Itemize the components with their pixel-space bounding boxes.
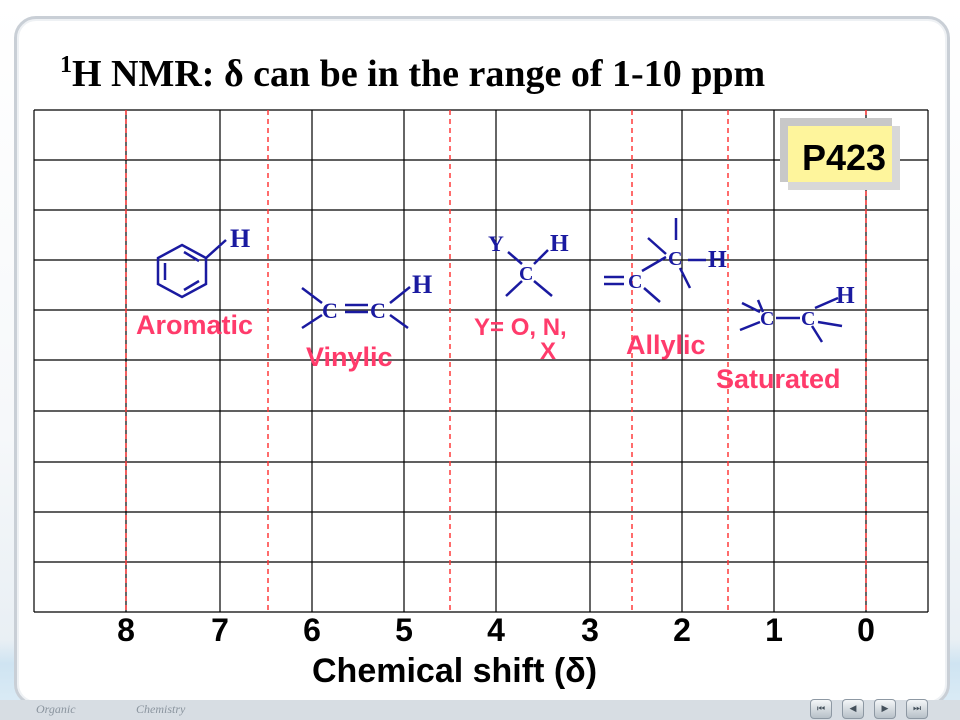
nav-next-button[interactable]: ▶ xyxy=(874,699,896,719)
saturated-bond-3 xyxy=(756,299,765,313)
aromatic-structure xyxy=(156,239,227,299)
saturated-bond-4 xyxy=(814,296,839,310)
saturated-c-atom-1: C xyxy=(760,308,774,330)
y-atom: Y xyxy=(488,231,504,256)
title-text: H NMR: δ can be in the range of 1-10 ppm xyxy=(72,53,766,95)
tick-label-1: 1 xyxy=(765,612,783,648)
saturated-bond-6 xyxy=(810,325,824,343)
saturated-bond-5 xyxy=(817,320,843,328)
aromatic-double-bond-3 xyxy=(183,250,200,263)
label-aromatic: Aromatic xyxy=(136,310,254,340)
nav-last-button[interactable]: ⏭ xyxy=(906,699,928,719)
title-superscript: 1 xyxy=(60,52,72,78)
allylic-h-atom: H xyxy=(708,247,727,273)
saturated-bond-2 xyxy=(739,320,761,332)
vinylic-h-atom: H xyxy=(412,270,432,299)
heteroatom-c-atom: C xyxy=(519,263,533,285)
c-h-bond xyxy=(533,249,549,265)
region-dividers xyxy=(125,110,867,612)
footer-chemistry: Chemistry xyxy=(136,702,186,716)
x-axis-label: Chemical shift (δ) xyxy=(312,652,598,690)
vinylic-bond-lr xyxy=(389,313,409,330)
label-y-line2: X xyxy=(540,338,557,365)
tick-label-2: 2 xyxy=(673,612,691,648)
tick-label-5: 5 xyxy=(395,612,413,648)
tick-label-8: 8 xyxy=(117,612,135,648)
aromatic-double-bond-2 xyxy=(183,279,200,292)
heteroatom-h-atom: H xyxy=(550,231,569,257)
c-bond-lower-right xyxy=(533,280,553,297)
vinylic-c-atom-2: C xyxy=(370,298,386,323)
vinylic-bond-ll xyxy=(301,313,323,330)
saturated-structure xyxy=(739,296,843,343)
label-vinylic: Vinylic xyxy=(306,342,393,372)
aromatic-c-h-bond xyxy=(205,239,227,259)
tick-label-0: 0 xyxy=(857,612,875,648)
tick-label-3: 3 xyxy=(581,612,599,648)
nav-first-button[interactable]: ⏮ xyxy=(810,699,832,719)
allylic-c-atom-1: C xyxy=(628,271,642,293)
saturated-bond-1 xyxy=(741,301,761,314)
footer-bar xyxy=(0,700,960,720)
label-saturated: Saturated xyxy=(716,364,841,394)
nav-prev-button[interactable]: ◀ xyxy=(842,699,864,719)
saturated-h-atom: H xyxy=(836,283,855,309)
page-ref-badge: P423 xyxy=(788,126,900,190)
aromatic-h-atom: H xyxy=(230,224,250,253)
tick-label-7: 7 xyxy=(211,612,229,648)
allylic-structure xyxy=(604,218,706,303)
y-c-bond xyxy=(507,251,523,265)
label-y-line1: Y= O, N, xyxy=(474,314,567,341)
c-bond-lower-left xyxy=(505,280,523,297)
label-allylic: Allylic xyxy=(626,330,706,360)
tick-label-4: 4 xyxy=(487,612,505,648)
footer-organic: Organic xyxy=(36,702,76,716)
allylic-c-bond-lower xyxy=(643,287,661,303)
allylic-left-bond xyxy=(647,237,667,255)
saturated-c-atom-2: C xyxy=(801,308,815,330)
allylic-c-atom-2: C xyxy=(668,248,682,270)
allylic-c-c-bond xyxy=(641,255,667,273)
heteroatom-structure xyxy=(505,249,553,297)
vinylic-structure xyxy=(301,286,411,330)
vinylic-bond-ur xyxy=(389,286,411,304)
allylic-lower-bond xyxy=(678,267,692,289)
vinylic-c-atom-1: C xyxy=(322,298,338,323)
slide-title: 1H NMR: δ can be in the range of 1-10 pp… xyxy=(60,52,920,96)
vinylic-bond-ul xyxy=(301,287,323,304)
tick-label-6: 6 xyxy=(303,612,321,648)
